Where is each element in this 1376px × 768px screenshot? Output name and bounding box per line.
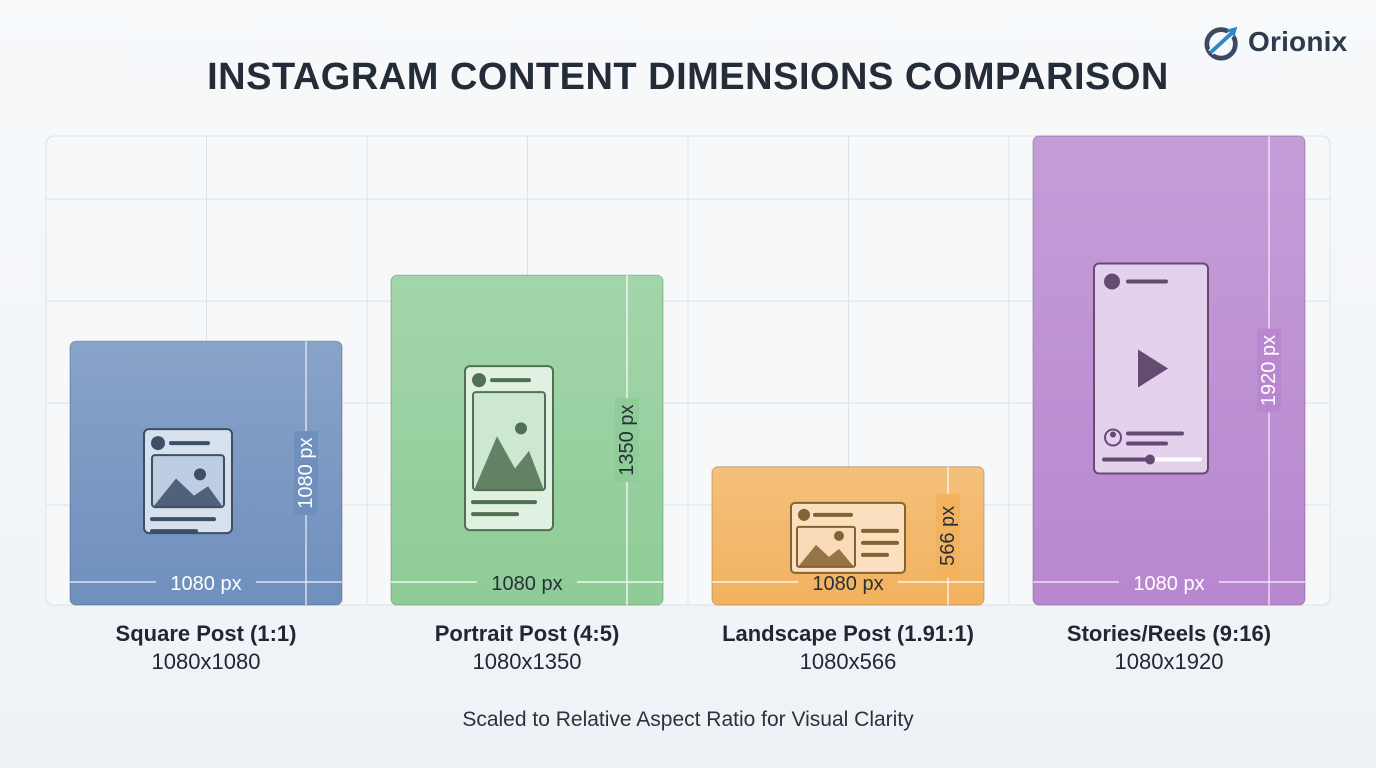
height-label: 1350 px <box>616 405 638 476</box>
page-title: INSTAGRAM CONTENT DIMENSIONS COMPARISON <box>207 56 1169 98</box>
width-label: 1080 px <box>812 573 883 595</box>
height-label: 1080 px <box>295 438 317 509</box>
bar-group: 1080 px 1920 px <box>1032 135 1306 606</box>
bar-group: 1080 px 1080 px <box>69 340 343 606</box>
height-label: 566 px <box>937 506 959 566</box>
brand-name: Orionix <box>1248 26 1348 57</box>
scale-footnote: Scaled to Relative Aspect Ratio for Visu… <box>462 708 914 731</box>
orionix-logo-icon <box>1204 26 1238 61</box>
dimension-value: 1080x1080 <box>151 649 261 674</box>
category-caption: Square Post (1:1) 1080x1080 <box>41 620 371 676</box>
category-label: Stories/Reels (9:16) <box>1066 621 1272 646</box>
dimension-value: 1080x1920 <box>1114 649 1224 674</box>
category-label: Square Post (1:1) <box>115 621 297 646</box>
portrait-post-icon <box>464 365 554 532</box>
story-player-icon <box>1093 262 1209 475</box>
width-label: 1080 px <box>1133 573 1204 595</box>
dimension-value: 1080x566 <box>799 649 897 674</box>
dimension-value: 1080x1350 <box>472 649 582 674</box>
height-label: 1920 px <box>1258 335 1280 406</box>
category-caption: Landscape Post (1.91:1) 1080x566 <box>683 620 1013 676</box>
category-label: Portrait Post (4:5) <box>434 621 620 646</box>
category-caption: Stories/Reels (9:16) 1080x1920 <box>1004 620 1334 676</box>
bar-group: 1080 px 566 px <box>711 466 985 606</box>
width-label: 1080 px <box>491 573 562 595</box>
landscape-post-icon <box>790 501 906 574</box>
image-post-icon <box>143 428 233 535</box>
bar-group: 1080 px 1350 px <box>390 274 664 606</box>
category-label: Landscape Post (1.91:1) <box>722 621 974 646</box>
width-label: 1080 px <box>170 573 241 595</box>
category-caption: Portrait Post (4:5) 1080x1350 <box>362 620 692 676</box>
brand-logo: Orionix <box>1204 22 1347 62</box>
